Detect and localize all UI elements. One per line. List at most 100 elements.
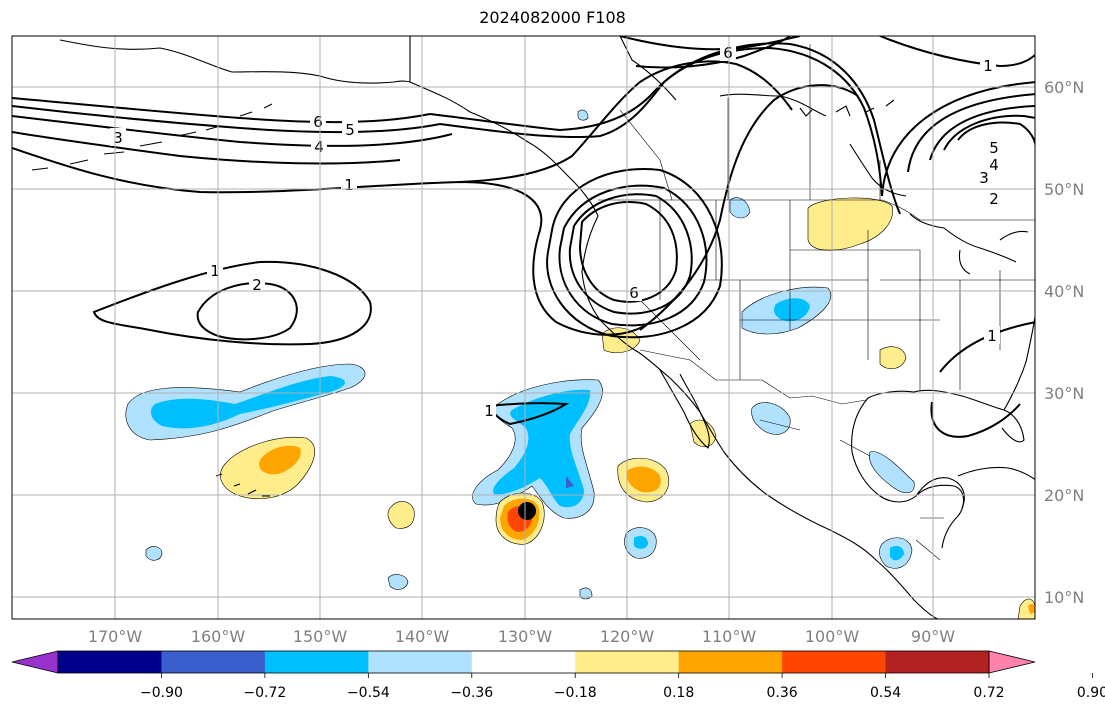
colorbar — [11, 650, 1093, 678]
map-frame — [11, 35, 1036, 620]
longitude-label: 120°W — [600, 627, 655, 646]
contour-low-2 — [568, 193, 693, 315]
mexico-states — [759, 419, 944, 561]
contour-ridge-1 — [429, 46, 883, 197]
contour-label: 5 — [345, 121, 355, 139]
contour-label: 6 — [723, 44, 733, 62]
shade-yellow — [387, 501, 415, 529]
longitude-labels: 170°W 160°W 150°W 140°W 130°W 120°W 110°W 100°W… — [88, 627, 955, 646]
longitude-label: 110°W — [702, 627, 757, 646]
latitude-label: 40°N — [1044, 282, 1084, 301]
colorbar-segment — [368, 651, 473, 673]
shade-light-blue — [577, 109, 589, 121]
latitude-label: 20°N — [1044, 486, 1084, 505]
contour-east-1 — [879, 36, 1035, 68]
colorbar-tick-label: −0.72 — [243, 685, 286, 701]
colorbar-tick-label: −0.36 — [450, 685, 493, 701]
contour-label: 1 — [344, 176, 354, 194]
map-grid — [12, 36, 1035, 619]
colorbar-tick-label: 0.90 — [1077, 685, 1105, 701]
latitude-label: 30°N — [1044, 384, 1084, 403]
latitude-label: 10°N — [1044, 588, 1084, 607]
contour-1-storm — [486, 402, 570, 426]
contour-2-high — [196, 282, 298, 341]
contour-east-4 — [943, 114, 1035, 151]
contour-1-se — [930, 321, 1035, 438]
us-canada-border — [598, 199, 1035, 221]
shade-orange — [626, 466, 661, 493]
storm-center-marker — [518, 502, 536, 520]
contour-label: 2 — [989, 190, 999, 208]
latitude-labels: 60°N 50°N 40°N 30°N 20°N 10°N — [1044, 78, 1084, 607]
shade-blue — [150, 376, 345, 429]
longitude-label: 90°W — [911, 627, 955, 646]
contour-low-3 — [558, 184, 708, 327]
shade-orange — [1028, 604, 1035, 614]
shade-light-blue — [145, 546, 163, 561]
colorbar-tick-label: −0.90 — [140, 685, 183, 701]
longitude-label: 130°W — [498, 627, 553, 646]
shade-yellow — [1017, 598, 1035, 619]
colorbar-tick-label: −0.18 — [554, 685, 597, 701]
contour-label: 1 — [484, 402, 494, 420]
contour-5-pacific — [12, 105, 441, 134]
longitude-label: 150°W — [293, 627, 348, 646]
colorbar-tick-label: 0.54 — [870, 685, 901, 701]
contour-east-3 — [929, 105, 1035, 161]
shade-yellow — [807, 197, 893, 251]
contour-6-pacific — [12, 97, 431, 124]
contour-6-ring — [546, 168, 723, 339]
contour-ridge-4 — [639, 84, 859, 331]
contour-ridge-3 — [459, 60, 793, 183]
latitude-label: 50°N — [1044, 180, 1084, 199]
colorbar-segment — [161, 651, 266, 673]
longitude-label: 170°W — [88, 627, 143, 646]
contour-label-group: 6 5 4 3 1 2 1 6 6 1 5 4 3 2 1 1 — [110, 43, 1002, 420]
map-title: 2024082000 F108 — [479, 8, 626, 27]
contour-label: 4 — [314, 138, 324, 156]
hudson-bay — [849, 143, 907, 197]
contour-label: 1 — [983, 57, 993, 75]
political-borders — [409, 36, 1035, 561]
colorbar-segment — [678, 651, 783, 673]
great-lakes — [909, 213, 1029, 275]
latitude-label: 60°N — [1044, 78, 1084, 97]
coastlines — [31, 36, 1035, 619]
shade-light-blue — [387, 574, 409, 590]
colorbar-tick-label: 0.36 — [767, 685, 798, 701]
contour-label: 4 — [989, 156, 999, 174]
yucatan — [915, 477, 965, 509]
cuba — [957, 466, 1035, 481]
contour-ridge-2 — [439, 42, 901, 215]
west-coast — [581, 215, 940, 619]
arctic-islands — [799, 99, 895, 117]
colorbar-extend-low — [11, 650, 59, 674]
colorbar-segment — [471, 651, 576, 673]
contour-3-pacific — [12, 131, 401, 165]
contour-4-pacific — [12, 115, 453, 147]
longitude-label: 140°W — [395, 627, 450, 646]
contour-label: 3 — [113, 129, 123, 147]
contour-6-north-b — [635, 36, 791, 69]
east-coast — [1003, 313, 1035, 411]
colorbar-outline — [57, 650, 990, 674]
longitude-label: 100°W — [805, 627, 860, 646]
colorbar-extend-high — [988, 650, 1036, 674]
shade-orange — [259, 445, 301, 475]
hawaii — [215, 473, 270, 497]
shade-light-blue — [869, 451, 915, 494]
colorbar-tick-label: −0.54 — [347, 685, 390, 701]
colorbar-segment — [782, 651, 887, 673]
shade-yellow — [879, 346, 907, 370]
colorbar-tick-label: 0.72 — [973, 685, 1004, 701]
contour-east-2 — [907, 93, 1035, 173]
longitude-label: 160°W — [191, 627, 246, 646]
contour-label: 1 — [987, 327, 997, 345]
shade-blue — [493, 389, 591, 508]
contour-1-high — [92, 260, 372, 346]
shade-dark-blue — [566, 476, 574, 488]
aleutian-islands — [31, 103, 273, 171]
contour-label: 6 — [629, 284, 639, 302]
colorbar-segment — [885, 651, 990, 673]
